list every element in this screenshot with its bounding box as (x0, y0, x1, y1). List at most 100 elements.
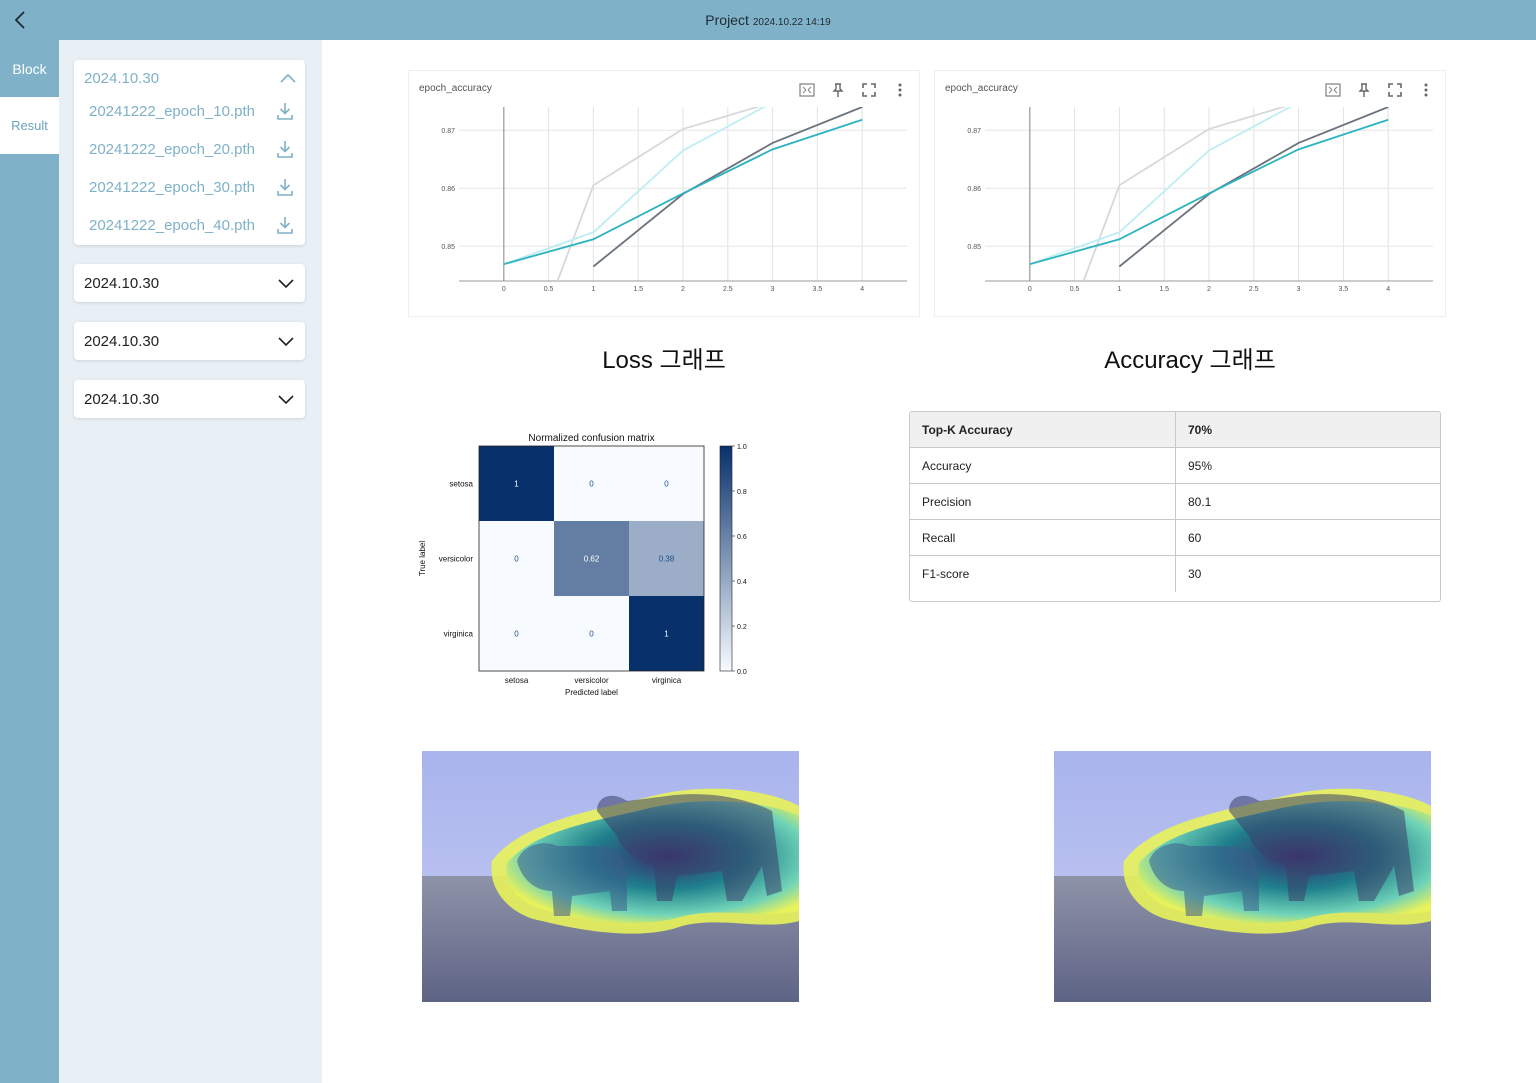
download-icon[interactable] (276, 177, 294, 197)
matrix-cell (629, 446, 704, 521)
top-bar: Project 2024.10.22 14:19 (0, 0, 1536, 40)
chevron-down-icon[interactable] (277, 336, 295, 348)
x-tick-label: 3 (1297, 286, 1301, 293)
more-vert-icon[interactable] (891, 81, 909, 99)
rail-tab-result[interactable]: Result (0, 97, 59, 154)
cell-value: 0 (514, 555, 519, 564)
x-tick-label: 4 (860, 286, 864, 293)
file-name: 20241222_epoch_40.pth (89, 217, 255, 234)
confusion-matrix-figure: Normalized confusion matrix 1 0 0 0 0.62 0.38 0… (410, 425, 770, 705)
file-item[interactable]: 20241222_epoch_30.pth (89, 176, 294, 200)
colorbar-tick-label: 0.2 (737, 624, 747, 631)
page-title: Project 2024.10.22 14:19 (0, 12, 1536, 28)
colorbar-tick-label: 0.6 (737, 534, 747, 541)
date-group-label: 2024.10.30 (84, 333, 160, 350)
table-row: Accuracy 95% (910, 448, 1440, 484)
confusion-matrix: Normalized confusion matrix 1 0 0 0 0.62 0.38 0… (418, 433, 747, 697)
fullscreen-icon[interactable] (1386, 81, 1404, 99)
y-tick-label: 0.86 (967, 186, 981, 193)
x-tick-label: 2.5 (723, 286, 733, 293)
metric-name: Top-K Accuracy (922, 423, 1013, 437)
x-tick-label: 0.5 (1070, 286, 1080, 293)
y-tick-label: versicolor (439, 555, 474, 564)
fullscreen-icon[interactable] (860, 81, 878, 99)
y-tick-label: 0.85 (967, 244, 981, 251)
chart-title: epoch_accuracy (945, 83, 1018, 94)
y-tick-label: 0.87 (967, 128, 981, 135)
x-tick-label: 4 (1386, 286, 1390, 293)
table-row: Recall 60 (910, 520, 1440, 556)
x-tick-label: 2 (1207, 286, 1211, 293)
pin-icon[interactable] (829, 81, 847, 99)
series-line (1029, 107, 1292, 266)
download-icon[interactable] (276, 101, 294, 121)
series-line (503, 118, 863, 266)
chart-toolbar (798, 81, 909, 99)
cell-value: 0 (664, 480, 669, 489)
file-item[interactable]: 20241222_epoch_20.pth (89, 138, 294, 162)
date-group-collapsed[interactable]: 2024.10.30 (74, 322, 305, 360)
column-divider (1175, 556, 1176, 592)
matrix-cell (554, 521, 629, 596)
metric-value: 60 (1188, 531, 1202, 545)
chevron-up-icon[interactable] (279, 72, 297, 84)
date-group-collapsed[interactable]: 2024.10.30 (74, 380, 305, 418)
x-tick-label: 2 (681, 286, 685, 293)
date-group-label: 2024.10.30 (84, 275, 160, 292)
file-name: 20241222_epoch_30.pth (89, 179, 255, 196)
matrix-cell (554, 596, 629, 671)
y-tick-label: setosa (449, 480, 473, 489)
fit-domain-icon[interactable] (1324, 81, 1342, 99)
accuracy-chart-card: 0 0.5 1 1.5 2 2.5 3 3.5 4 0.85 0.86 0.87 epoch_accu… (934, 70, 1446, 317)
y-tick-label: 0.86 (441, 186, 455, 193)
rail-tab-block[interactable]: Block (12, 60, 47, 77)
elephant-heatmap-image (422, 751, 799, 1002)
series-line (1082, 107, 1287, 281)
date-group-label[interactable]: 2024.10.30 (84, 70, 160, 87)
file-item[interactable]: 20241222_epoch_40.pth (89, 214, 294, 238)
x-tick-label: setosa (505, 676, 529, 685)
series-line (503, 107, 766, 266)
download-icon[interactable] (276, 215, 294, 235)
x-tick-label: 1 (591, 286, 595, 293)
colorbar (719, 445, 733, 672)
y-tick-label: virginica (444, 630, 474, 639)
x-tick-label: 1.5 (1159, 286, 1169, 293)
x-tick-label: 3 (771, 286, 775, 293)
matrix-cell (479, 446, 554, 521)
matrix-cell (554, 446, 629, 521)
result-sidebar: 2024.10.30 20241222_epoch_10.pth 2024122… (59, 40, 322, 1083)
line-chart: 0 0.5 1 1.5 2 2.5 3 3.5 4 0.85 0.86 0.87 (441, 107, 907, 293)
more-vert-icon[interactable] (1417, 81, 1435, 99)
date-group-collapsed[interactable]: 2024.10.30 (74, 264, 305, 302)
fit-domain-icon[interactable] (798, 81, 816, 99)
cell-value: 1 (664, 630, 669, 639)
metric-name: Accuracy (922, 459, 972, 473)
y-axis-label: True label (418, 541, 427, 577)
metrics-table: Top-K Accuracy 70% Accuracy 95% Precisio… (909, 411, 1441, 602)
chevron-down-icon[interactable] (277, 394, 295, 406)
x-tick-label: 3.5 (1339, 286, 1349, 293)
gradcam-overlay-image (422, 751, 799, 1002)
column-divider (1175, 412, 1176, 448)
colorbar-tick-label: 0.4 (737, 579, 747, 586)
cell-value: 1 (514, 480, 519, 489)
pin-icon[interactable] (1355, 81, 1373, 99)
x-tick-label: 3.5 (813, 286, 823, 293)
x-tick-label: versicolor (574, 676, 609, 685)
back-chevron-icon[interactable] (8, 8, 34, 32)
cell-value: 0.38 (659, 555, 675, 564)
matrix-border (478, 445, 705, 672)
x-tick-label: virginica (652, 676, 682, 685)
x-axis-label: Predicted label (565, 688, 618, 697)
cell-value: 0 (589, 630, 594, 639)
series-line (556, 107, 761, 281)
file-item[interactable]: 20241222_epoch_10.pth (89, 100, 294, 124)
chart-toolbar (1324, 81, 1435, 99)
colorbar-tick-label: 1.0 (737, 444, 747, 451)
chevron-down-icon[interactable] (277, 278, 295, 290)
download-icon[interactable] (276, 139, 294, 159)
date-group-label: 2024.10.30 (84, 391, 160, 408)
metric-name: Recall (922, 531, 956, 545)
x-tick-label: 0 (1028, 286, 1032, 293)
